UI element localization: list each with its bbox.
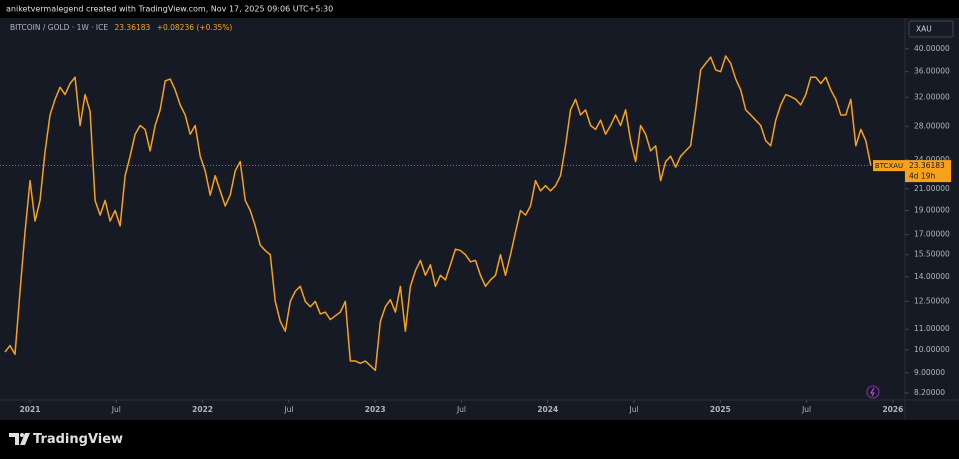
chart-header: BITCOIN / GOLD · 1W · ICE 23.36183 +0.08… [10,23,232,32]
plot: 8.20000 9.00000 10.00000 11.00000 12.50000 14… [0,44,951,414]
top-bar-text: aniketvermalegend created with TradingVi… [6,5,333,14]
event-icon[interactable] [866,385,880,399]
x-tick-label: 2026 [882,405,903,414]
y-tick-label: 32.00000 [914,92,950,101]
x-tick-label: 2022 [192,405,213,414]
symbol-tag-label: BTCXAU [875,162,903,170]
y-tick-label: 21.00000 [914,184,950,193]
symbol-tag [873,160,905,172]
y-tick-label: 19.00000 [914,206,950,215]
y-tick-label: 36.00000 [914,67,950,76]
y-tick-label: 24.00000 [914,155,950,164]
currency-label: XAU [916,25,932,34]
y-tick-label: 28.00000 [914,121,950,130]
y-tick-label: 11.00000 [914,324,950,333]
x-tick-label: Jul [801,405,811,414]
logo-mark [9,433,19,445]
y-tick-label: 14.00000 [914,272,950,281]
x-tick-label: 2023 [365,405,386,414]
x-tick-label: Jul [456,405,466,414]
y-tick-label: 17.00000 [914,230,950,239]
price-tag-value: 23.36183 [909,161,945,170]
header-change: +0.08236 (+0.35%) [157,23,233,32]
chart-title: BITCOIN / GOLD · 1W · ICE [10,23,108,32]
y-tick-label: 40.00000 [914,44,950,53]
footer-logo [9,433,30,445]
y-tick-label: 10.00000 [914,345,950,354]
price-line [4,55,872,372]
price-tag-countdown: 4d 19h [909,172,935,181]
logo-mark [20,433,30,445]
logo-mark [20,433,24,437]
footer-brand: TradingView [33,432,123,447]
chart-panel [0,18,959,420]
x-tick-label: 2024 [537,405,558,414]
price-tag [905,160,951,183]
y-tick-label: 8.20000 [914,388,945,397]
x-tick-label: Jul [629,405,639,414]
y-tick-label: 9.00000 [914,368,945,377]
header-value: 23.36183 [115,23,151,32]
x-tick-label: 2021 [20,405,41,414]
event-icon-bolt [870,387,875,397]
y-tick-label: 12.50000 [914,296,950,305]
x-tick-label: Jul [283,405,293,414]
currency-button[interactable] [908,20,954,38]
x-tick-label: 2025 [710,405,731,414]
x-tick-label: Jul [111,405,121,414]
y-tick-label: 15.50000 [914,250,950,259]
